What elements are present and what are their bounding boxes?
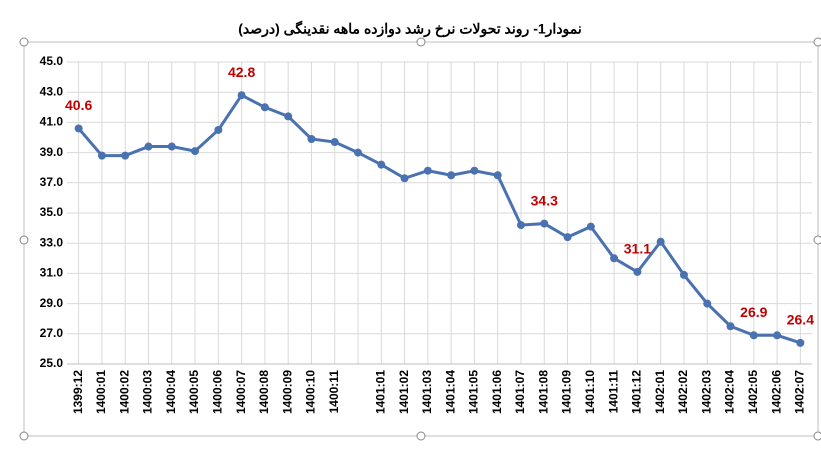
x-tick-label: 1401:05 [467, 370, 481, 414]
point [284, 112, 293, 121]
x-tick-label: 1400:05 [187, 370, 201, 414]
point [191, 147, 200, 156]
y-tick-label: 43.0 [40, 84, 64, 98]
point [563, 233, 572, 242]
selection-handles [19, 37, 821, 441]
y-tick-label: 45.0 [40, 54, 64, 68]
x-tick-label: 1399:12 [71, 370, 85, 414]
point [144, 142, 153, 151]
point [377, 160, 386, 169]
y-tick-label: 31.0 [40, 266, 64, 280]
data-label: 31.1 [624, 241, 651, 257]
point [330, 138, 339, 147]
point [773, 331, 782, 340]
point [610, 254, 619, 263]
x-tick-label: 1401:12 [630, 370, 644, 414]
x-tick-label: 1402:02 [676, 370, 690, 414]
line-series [77, 93, 801, 345]
point [167, 142, 176, 151]
y-tick-label: 33.0 [40, 235, 64, 249]
y-tick-label: 25.0 [40, 356, 64, 370]
point [237, 91, 246, 100]
point [74, 124, 83, 133]
y-tick-label: 35.0 [40, 205, 64, 219]
point [586, 222, 595, 231]
x-tick-label: 1400:02 [117, 370, 131, 414]
point [121, 151, 130, 160]
y-tick-label: 39.0 [40, 145, 64, 159]
x-tick-label: 1401:09 [560, 370, 574, 414]
x-tick-label: 1400:01 [94, 370, 108, 414]
x-tick-label: 1400:04 [164, 370, 178, 414]
chart-title: نمودار1- روند تحولات نرخ رشد دوازده ماهه… [238, 21, 582, 38]
point [423, 166, 432, 175]
data-label: 34.3 [531, 192, 558, 208]
x-tick-label: 1402:05 [746, 370, 760, 414]
x-tick-label: 1401:04 [443, 370, 457, 414]
point [354, 148, 363, 157]
x-tick-label: 1402:01 [653, 370, 667, 414]
point [307, 135, 316, 144]
data-label: 42.8 [228, 64, 255, 80]
x-tick-label: 1402:04 [723, 370, 737, 414]
x-tick-label: 1401:11 [606, 370, 620, 414]
point [447, 171, 456, 180]
point [679, 270, 688, 279]
point [749, 331, 758, 340]
y-tick-label: 41.0 [40, 115, 64, 129]
data-label: 26.4 [787, 312, 814, 328]
x-tick-label: 1400:06 [211, 370, 225, 414]
x-tick-label: 1401:10 [583, 370, 597, 414]
point [400, 174, 409, 183]
x-tick-label: 1400:03 [141, 370, 155, 414]
x-tick-label: 1400:10 [304, 370, 318, 414]
point [726, 322, 735, 331]
x-tick-label: 1400:07 [234, 370, 248, 414]
x-tick-label: 1401:07 [513, 370, 527, 414]
y-tick-label: 37.0 [40, 175, 64, 189]
point [540, 219, 549, 228]
x-tick-label: 1400:08 [257, 370, 271, 414]
y-tick-label: 27.0 [40, 326, 64, 340]
x-tick-label: 1400:11 [327, 370, 341, 414]
point [633, 267, 642, 276]
x-tick-label: 1400:09 [280, 370, 294, 414]
data-label: 40.6 [65, 97, 92, 113]
x-tick-label: 1402:07 [793, 370, 807, 414]
point [493, 171, 502, 180]
point [796, 338, 805, 347]
x-tick-label: 1402:03 [699, 370, 713, 414]
point [703, 299, 712, 308]
point [214, 125, 223, 134]
x-tick-label: 1402:06 [769, 370, 783, 414]
point [470, 166, 479, 175]
point [97, 151, 106, 160]
y-tick-label: 29.0 [40, 296, 64, 310]
x-tick-label: 1401:06 [490, 370, 504, 414]
point [516, 221, 525, 230]
point [260, 103, 269, 112]
x-tick-label: 1401:02 [397, 370, 411, 414]
point [656, 237, 665, 246]
x-tick-label: 1401:01 [373, 370, 387, 414]
data-label: 26.9 [740, 304, 767, 320]
x-tick-label: 1401:08 [536, 370, 550, 414]
x-tick-label: 1401:03 [420, 370, 434, 414]
